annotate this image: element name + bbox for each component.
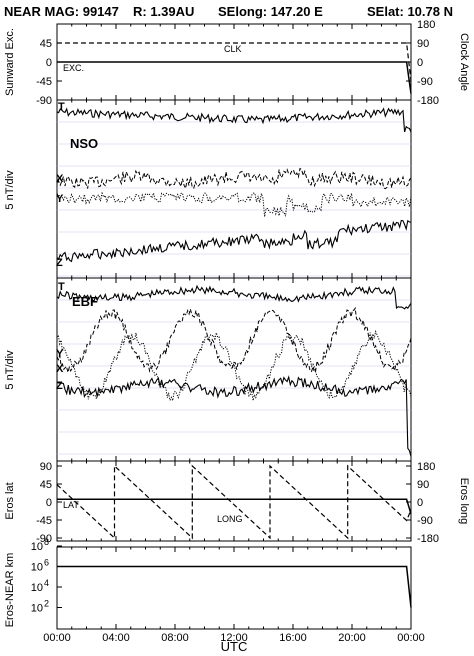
- series-ebf-z: [56, 375, 412, 457]
- right-y-tick-label: -180: [417, 95, 439, 107]
- right-y-tick-label: -90: [417, 515, 433, 527]
- left-y-tick-label: -45: [36, 515, 52, 527]
- series-nso-x: [56, 167, 412, 190]
- left-y-tick-label: 90: [40, 461, 52, 473]
- label-ebf-z: Z: [56, 380, 63, 392]
- ylabel-sunward: Sunward Exc.: [4, 28, 16, 96]
- x-tick-label: 16:00: [279, 632, 307, 644]
- label-nso-z: Z: [56, 257, 63, 269]
- clock-ticks: 180 90 0 -90 -180: [406, 19, 439, 107]
- panel-frame-nso: [56, 99, 412, 279]
- annotation-clk: CLK: [224, 44, 242, 54]
- left-y-tick-label: 45: [40, 479, 52, 491]
- left-y-tick-exponent: 6: [44, 558, 49, 568]
- label-ebf-t: T: [58, 281, 65, 293]
- label-nso: NSO: [70, 136, 98, 151]
- title-selong: SElong: 147.20 E: [218, 4, 323, 19]
- label-ebf-x: X: [56, 363, 64, 375]
- series-nso-z: [56, 219, 412, 263]
- left-y-tick-label: 10: [31, 541, 43, 553]
- eros-long-ticks: 180 90 0 -90 -180: [406, 461, 439, 545]
- left-y-tick-label: 45: [40, 38, 52, 50]
- right-y-tick-label: 0: [417, 497, 423, 509]
- title-distance: R: 1.39AU: [133, 4, 194, 19]
- series-clk: [57, 42, 412, 82]
- right-y-tick-label: 90: [417, 479, 429, 491]
- panel-frame-eros-lat-long: [56, 460, 412, 542]
- ylabel-nso: 5 nT/div: [4, 170, 16, 210]
- left-y-tick-label: 0: [46, 57, 52, 69]
- right-y-tick-label: 0: [417, 57, 423, 69]
- ylabel-clock: Clock Angle: [458, 33, 470, 91]
- ylabel-ebf: 5 nT/div: [4, 350, 16, 390]
- ylabel-eros-long: Eros long: [458, 478, 470, 524]
- grid-ebf: [57, 299, 411, 455]
- series-nso-y: [56, 191, 412, 217]
- series-eros-lat: [57, 498, 412, 515]
- annotation-lat: LAT: [63, 500, 79, 510]
- label-nso-x: X: [56, 173, 64, 185]
- left-y-tick-label: -45: [36, 76, 52, 88]
- right-y-tick-label: 90: [417, 38, 429, 50]
- left-y-tick-label: 0: [46, 497, 52, 509]
- left-y-tick-exponent: 8: [44, 537, 49, 547]
- panel-frame-eros-near: [56, 546, 412, 630]
- label-nso-t: T: [58, 101, 65, 113]
- left-y-tick-exponent: 2: [44, 599, 49, 609]
- left-y-tick-exponent: 4: [44, 578, 49, 588]
- sunward-ticks: 45 0 -45 -90: [36, 38, 62, 107]
- right-y-tick-label: -90: [417, 76, 433, 88]
- left-y-tick-label: -90: [36, 533, 52, 545]
- annotation-exc: EXC.: [63, 63, 84, 73]
- label-nso-y: Y: [56, 193, 64, 205]
- series-nso-t: [56, 107, 412, 133]
- right-y-tick-label: 180: [417, 461, 435, 473]
- ylabel-eros-near: Eros-NEAR km: [4, 553, 16, 628]
- x-tick-label: 00:00: [397, 632, 425, 644]
- title-selat: SElat: 10.78 N: [367, 4, 453, 19]
- eros-lat-ticks: 90 45 0 -45 -90: [36, 461, 62, 545]
- left-y-tick-label: 10: [31, 562, 43, 574]
- left-y-tick-label: -90: [36, 95, 52, 107]
- x-tick-label: 12:00: [220, 632, 248, 644]
- x-tick-label: 08:00: [161, 632, 189, 644]
- x-axis-label: UTC: [221, 639, 248, 654]
- ylabel-clock-text: Clock Angle: [458, 33, 470, 91]
- ylabel-sunward-text: Sunward Exc.: [4, 28, 16, 96]
- series-exc: [57, 61, 412, 94]
- x-axis-tick-labels: 00:00 04:00 08:00 12:00 16:00 20:00 00:00: [43, 632, 425, 644]
- left-y-tick-label: 10: [31, 603, 43, 615]
- left-y-tick-label: 10: [31, 582, 43, 594]
- right-y-tick-label: 180: [417, 19, 435, 31]
- series-eros-near-distance: [57, 565, 412, 608]
- x-tick-label: 00:00: [43, 632, 71, 644]
- x-tick-label: 04:00: [102, 632, 130, 644]
- panel-frame-ebf: [56, 277, 412, 462]
- x-tick-label: 20:00: [338, 632, 366, 644]
- ylabel-eros-lat: Eros lat: [4, 482, 16, 519]
- title-mission: NEAR MAG: 99147: [4, 4, 119, 19]
- x-axis-ticks: [56, 24, 412, 629]
- series-ebf-y: [56, 329, 412, 403]
- series-ebf-x: [56, 306, 412, 375]
- annotation-long: LONG: [217, 514, 243, 524]
- label-ebf-y: Y: [56, 348, 64, 360]
- right-y-tick-label: -180: [417, 533, 439, 545]
- series-eros-long: [56, 464, 412, 540]
- series-ebf-t: [56, 284, 412, 310]
